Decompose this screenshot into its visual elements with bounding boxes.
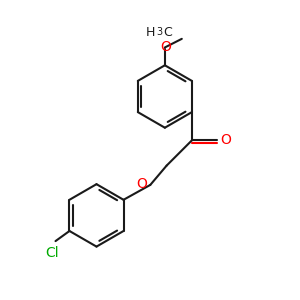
Text: C: C [163, 26, 172, 38]
Text: O: O [160, 40, 171, 55]
Text: O: O [220, 133, 231, 147]
Text: 3: 3 [156, 27, 163, 37]
Text: O: O [136, 177, 147, 191]
Text: Cl: Cl [45, 246, 58, 260]
Text: H: H [145, 26, 155, 38]
